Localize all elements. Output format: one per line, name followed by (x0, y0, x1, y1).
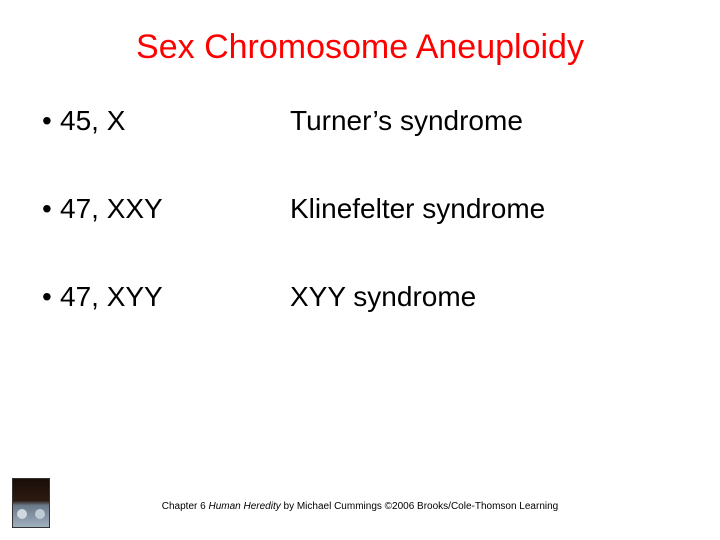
bullet-icon: • (42, 193, 60, 225)
syndrome-label: XYY syndrome (290, 281, 700, 313)
syndrome-label: Klinefelter syndrome (290, 193, 700, 225)
karyotype-label: 47, XYY (60, 281, 290, 313)
list-item: • 47, XXY Klinefelter syndrome (42, 193, 700, 225)
list-item: • 47, XYY XYY syndrome (42, 281, 700, 313)
footer-suffix: by Michael Cummings ©2006 Brooks/Cole-Th… (281, 501, 559, 512)
syndrome-label: Turner’s syndrome (290, 105, 700, 137)
bullet-list: • 45, X Turner’s syndrome • 47, XXY Klin… (0, 77, 720, 313)
footer-book-title: Human Heredity (208, 501, 280, 512)
slide-title: Sex Chromosome Aneuploidy (0, 0, 720, 77)
footer-prefix: Chapter 6 (162, 501, 209, 512)
slide: Sex Chromosome Aneuploidy • 45, X Turner… (0, 0, 720, 540)
list-item: • 45, X Turner’s syndrome (42, 105, 700, 137)
book-cover-thumbnail (12, 478, 50, 528)
bullet-icon: • (42, 281, 60, 313)
bullet-icon: • (42, 105, 60, 137)
karyotype-label: 47, XXY (60, 193, 290, 225)
footer-citation: Chapter 6 Human Heredity by Michael Cumm… (0, 501, 720, 512)
karyotype-label: 45, X (60, 105, 290, 137)
